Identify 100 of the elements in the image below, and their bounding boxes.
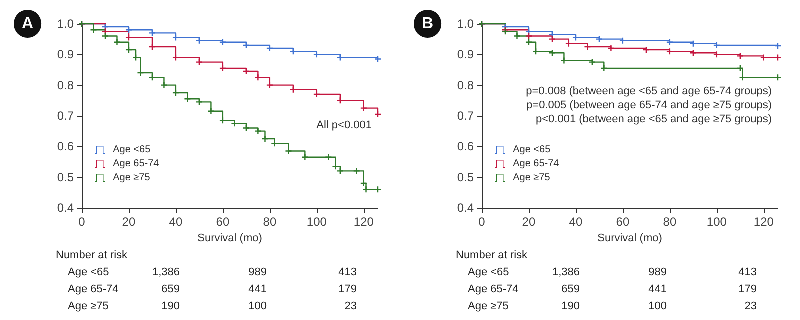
text: Number at risk (56, 250, 128, 262)
point (526, 33, 532, 40)
point (149, 74, 156, 81)
point (102, 33, 108, 40)
x-tick-label: 0 (78, 215, 86, 229)
annotation: p<0.001 (between age <65 and age ≥75 groups) (536, 114, 772, 126)
x-axis-title: Survival (mo) (198, 232, 262, 244)
point (302, 154, 308, 160)
legend-label: Age <65 (513, 144, 552, 156)
point (243, 125, 250, 132)
text: Age <65 1,386 989 413 (68, 266, 357, 278)
x-tick-label: 80 (263, 215, 277, 229)
point (584, 44, 591, 50)
y-tick-label: 0.5 (457, 170, 474, 184)
point (514, 33, 520, 40)
chart-title: B (422, 16, 434, 32)
x-tick-label: 40 (169, 215, 183, 229)
x-tick-label: 60 (616, 215, 630, 229)
chart-title: A (22, 16, 34, 32)
point (596, 36, 602, 42)
x-tick-label: 80 (663, 215, 677, 229)
legend-label: Age ≥75 (513, 172, 551, 184)
text: Age ≥75 190 100 23 (468, 300, 757, 312)
point (102, 28, 108, 35)
point (549, 36, 556, 42)
point (172, 34, 179, 41)
text: Age ≥75 190 100 23 (68, 300, 357, 312)
point (196, 59, 202, 66)
legend-label: Age <65 (113, 144, 152, 156)
point (255, 74, 262, 81)
point (172, 54, 179, 61)
point (360, 105, 367, 112)
legend-label: Age ≥75 (113, 172, 151, 184)
y-tick-label: 0.8 (57, 78, 74, 92)
point (740, 74, 746, 81)
x-tick-label: 20 (522, 215, 536, 229)
point (149, 30, 156, 36)
y-tick-label: 0.7 (57, 109, 74, 123)
point (608, 46, 614, 52)
point (601, 65, 608, 72)
x-axis-title: Survival (mo) (598, 232, 662, 244)
x-tick-label: 20 (122, 215, 136, 229)
text: Age <65 1,386 989 413 (468, 266, 757, 278)
point (760, 54, 767, 61)
point (337, 98, 344, 104)
point (775, 54, 781, 61)
x-tick-label: 40 (569, 215, 583, 229)
point (337, 54, 344, 61)
point (363, 186, 370, 193)
x-tick-label: 100 (306, 215, 328, 229)
point (138, 70, 144, 76)
point (332, 164, 339, 170)
y-tick-label: 0.8 (457, 78, 474, 92)
point (232, 120, 238, 127)
point (184, 96, 191, 102)
y-tick-label: 0.4 (57, 201, 74, 215)
point (126, 34, 132, 41)
point (337, 168, 344, 174)
point (526, 28, 532, 35)
annotation: All p<0.001 (316, 120, 372, 132)
point (737, 53, 744, 60)
y-tick-label: 1.0 (457, 17, 474, 31)
y-tick-label: 0.7 (457, 109, 474, 123)
legend-label: Age 65-74 (113, 158, 160, 170)
x-tick-label: 0 (478, 215, 486, 229)
text: Age 65-74 659 441 179 (68, 284, 357, 296)
point (262, 136, 268, 142)
point (286, 148, 292, 154)
point (161, 82, 168, 88)
legend-label: Age 65-74 (513, 158, 560, 170)
point (114, 39, 120, 46)
point (561, 58, 568, 64)
point (255, 128, 262, 134)
point (572, 34, 579, 41)
x-tick-label: 60 (216, 215, 230, 229)
y-tick-label: 0.5 (57, 170, 74, 184)
point (133, 54, 140, 61)
text: Age 65-74 659 441 179 (468, 284, 757, 296)
y-tick-label: 0.6 (57, 140, 74, 154)
point (589, 59, 596, 66)
point (714, 52, 720, 58)
point (314, 52, 320, 58)
point (90, 27, 97, 34)
point (775, 74, 781, 81)
point (196, 99, 202, 106)
point (549, 32, 556, 38)
point (326, 154, 332, 160)
y-tick-label: 0.4 (457, 201, 474, 215)
y-tick-label: 1.0 (57, 17, 74, 31)
x-tick-label: 120 (754, 215, 774, 229)
point (375, 56, 381, 62)
point (354, 168, 360, 174)
point (208, 108, 214, 114)
y-tick-label: 0.6 (457, 140, 474, 154)
annotation: p=0.008 (between age <65 and age 65-74 groups) (526, 86, 772, 98)
x-tick-label: 100 (706, 215, 728, 229)
point (266, 82, 273, 88)
y-tick-label: 0.9 (457, 48, 474, 62)
y-tick-label: 0.9 (57, 48, 74, 62)
annotation: p=0.005 (between age 65-74 and age ≥75 groups) (526, 100, 772, 112)
